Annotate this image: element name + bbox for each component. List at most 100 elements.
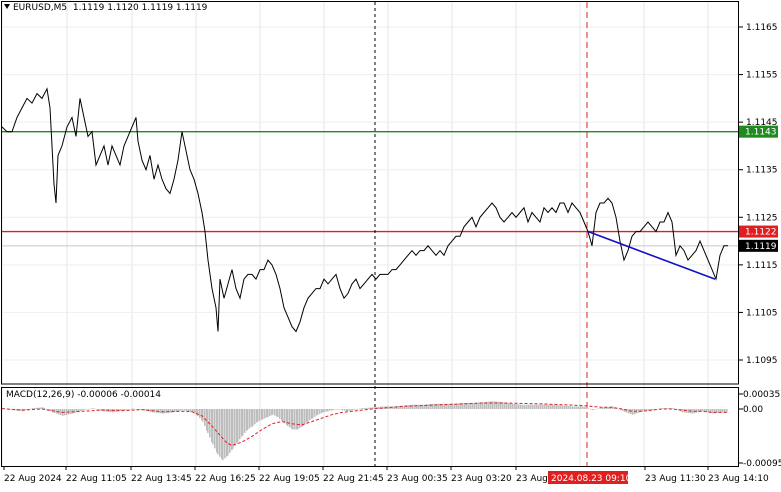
macd-bar [227, 409, 229, 456]
macd-bar [319, 409, 321, 414]
macd-bar [46, 409, 48, 410]
time-label: 23 Aug 11:30 [645, 474, 706, 484]
macd-bar [206, 409, 208, 431]
macd-bar [536, 404, 538, 409]
macd-histogram [2, 401, 728, 461]
macd-bar [628, 409, 630, 414]
macd-bar [342, 409, 344, 411]
macd-bar [341, 409, 343, 410]
macd-bar [304, 409, 306, 425]
dropdown-triangle-icon[interactable] [4, 4, 10, 9]
macd-bar [724, 409, 726, 413]
macd-bar [122, 409, 124, 411]
macd-signal-line [1, 402, 728, 446]
symbol-name: EURUSD,M5 [13, 3, 68, 13]
macd-bar [32, 408, 34, 409]
macd-bar [186, 409, 188, 412]
macd-bar [600, 407, 602, 409]
macd-bar [462, 403, 464, 409]
macd-bar [476, 402, 478, 409]
macd-bar [396, 406, 398, 409]
macd-bar [700, 409, 702, 412]
macd-bar [652, 409, 654, 411]
macd-bar [590, 409, 592, 410]
macd-bar [134, 408, 136, 410]
macd-bar [394, 406, 396, 409]
macd-bar [514, 404, 516, 409]
price-tick-label: 1.1165 [746, 23, 778, 33]
macd-bar [722, 409, 724, 413]
macd-bar [612, 406, 614, 409]
macd-bar [48, 409, 50, 411]
macd-bar [412, 404, 414, 409]
macd-pane-frame [1, 387, 739, 467]
macd-bar [648, 409, 650, 411]
trend-line[interactable] [587, 230, 716, 280]
macd-bar [410, 404, 412, 409]
time-axis-labels: 22 Aug 2024 22 Aug 11:05 22 Aug 13:45 22 Au… [3, 466, 769, 484]
macd-bar [560, 405, 562, 409]
macd-bar [64, 409, 66, 416]
macd-bar [620, 409, 622, 411]
macd-bar [26, 409, 28, 410]
macd-bar [192, 409, 194, 413]
macd-bar [546, 404, 548, 409]
macd-bar [277, 409, 279, 417]
macd-bar [376, 406, 378, 409]
macd-bar [592, 409, 594, 411]
main-pane-frame [1, 1, 739, 385]
price-tick-label: 1.1095 [746, 356, 778, 366]
macd-bar [554, 404, 556, 409]
macd-bar [344, 409, 346, 411]
macd-bar [349, 409, 351, 411]
macd-bar [698, 409, 700, 413]
macd-bar [38, 407, 40, 409]
time-label: 23 Aug [516, 474, 548, 484]
macd-bar [718, 409, 720, 413]
macd-bar [296, 409, 298, 430]
macd-bar [720, 409, 722, 413]
macd-bar [366, 407, 368, 409]
macd-bar [336, 409, 338, 410]
macd-bar [132, 408, 134, 410]
macd-bar [510, 403, 512, 409]
macd-bar [456, 403, 458, 409]
macd-bar [329, 409, 331, 411]
macd-bar [74, 409, 76, 413]
macd-bar [272, 409, 274, 415]
macd-bar [522, 404, 524, 409]
macd-bar [196, 409, 198, 416]
macd-bar [292, 409, 294, 430]
price-tag-label: 1.1119 [745, 242, 777, 252]
macd-bar [214, 409, 216, 449]
macd-bar [516, 404, 518, 409]
macd-bar [496, 401, 498, 409]
macd-bar [450, 403, 452, 409]
macd-bar [162, 409, 164, 414]
macd-bar [506, 402, 508, 409]
macd-bar [194, 409, 196, 414]
macd-bar [94, 408, 96, 410]
macd-bar [337, 409, 339, 410]
macd-bar [291, 409, 293, 429]
macd-bar [632, 409, 634, 415]
macd-bar [552, 404, 554, 409]
macd-bar [458, 403, 460, 409]
macd-bar [274, 409, 276, 416]
macd-bar [80, 409, 82, 411]
price-polyline [1, 87, 728, 333]
ohlc-values: 1.1119 1.1120 1.1119 1.1119 [72, 3, 208, 13]
macd-bar [576, 406, 578, 409]
macd-bar [368, 407, 370, 409]
macd-bar [580, 406, 582, 409]
macd-bar [682, 409, 684, 413]
macd-bar [322, 409, 324, 413]
macd-bar [398, 405, 400, 409]
macd-bar [252, 409, 254, 427]
macd-bar [321, 409, 323, 413]
macd-bar [267, 409, 269, 417]
macd-tick-label: 0.00 [743, 405, 763, 415]
